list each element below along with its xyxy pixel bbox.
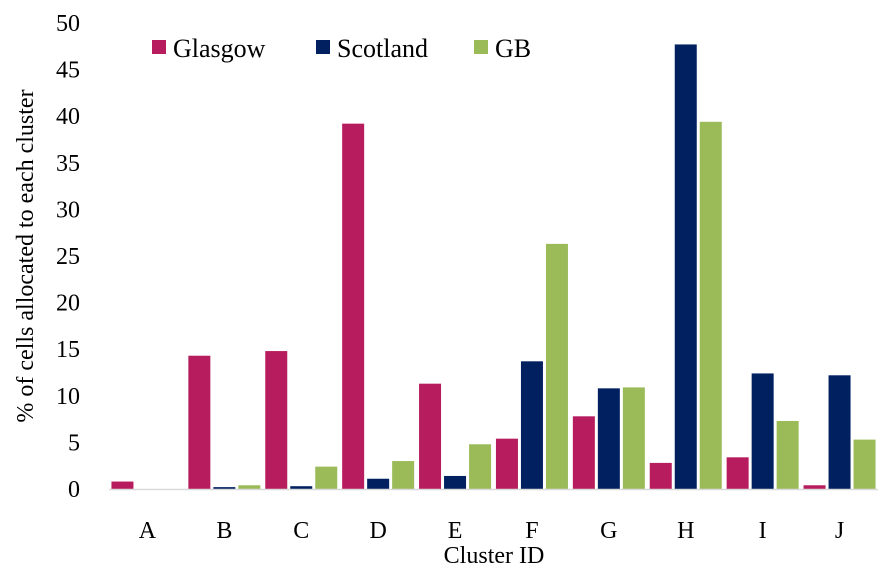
bar-scotland-f [520,361,543,489]
x-tick-label: J [835,518,844,544]
bar-scotland-g [597,388,620,489]
bar-glasgow-b [188,355,211,489]
legend-swatch-gb [474,40,488,54]
bar-gb-e [469,444,492,489]
legend-label-gb: GB [495,34,531,63]
x-tick-label: I [759,518,767,544]
y-tick-label: 30 [56,197,80,223]
x-tick-label: A [139,518,157,544]
legend-swatch-scotland [316,40,330,54]
x-axis-ticks: A B C D E F G H I J [139,518,844,544]
x-tick-label: H [677,518,694,544]
x-tick-label: B [216,518,232,544]
bar-scotland-c [290,486,313,489]
bar-gb-b [238,485,261,489]
bar-glasgow-i [726,457,749,489]
bar-scotland-i [751,373,774,489]
legend-label-scotland: Scotland [337,34,428,63]
y-tick-label: 40 [56,104,80,130]
y-tick-label: 20 [56,291,80,317]
bar-gb-i [776,420,799,489]
bars [111,44,876,490]
bar-scotland-h [674,44,697,489]
bar-glasgow-g [572,416,595,489]
bar-glasgow-e [419,383,442,489]
y-tick-label: 0 [68,477,80,503]
bar-gb-d [392,461,415,489]
y-axis-title: % of cells allocated to each cluster [13,89,39,422]
y-tick-label: 15 [56,337,80,363]
bar-gb-j [853,439,876,489]
y-tick-label: 50 [56,11,80,37]
bar-scotland-b [213,487,236,489]
bar-glasgow-c [265,351,288,489]
bar-glasgow-h [649,462,672,489]
bar-scotland-j [828,375,851,489]
legend-label-glasgow: Glasgow [173,34,266,63]
x-axis-title: Cluster ID [444,543,545,568]
bar-glasgow-f [495,438,518,489]
legend-swatch-glasgow [152,40,166,54]
x-tick-label: F [525,518,538,544]
bar-gb-h [699,121,722,490]
y-tick-label: 35 [56,151,80,177]
y-tick-label: 10 [56,384,80,410]
bar-scotland-e [444,475,467,489]
y-tick-label: 25 [56,244,80,270]
x-tick-label: C [293,518,309,544]
bar-gb-c [315,466,338,489]
bar-glasgow-j [803,485,826,489]
x-tick-label: G [600,518,617,544]
x-tick-label: D [369,518,386,544]
bar-glasgow-d [342,123,365,489]
y-tick-label: 5 [68,430,80,456]
bar-glasgow-a [111,481,134,489]
y-tick-label: 45 [56,58,80,84]
bar-scotland-d [367,478,390,489]
x-tick-label: E [448,518,463,544]
legend: Glasgow Scotland GB [152,34,531,63]
y-axis-ticks: 0 5 10 15 20 25 30 35 40 45 50 [56,11,80,503]
bar-gb-f [545,243,568,489]
bar-gb-g [622,387,645,489]
